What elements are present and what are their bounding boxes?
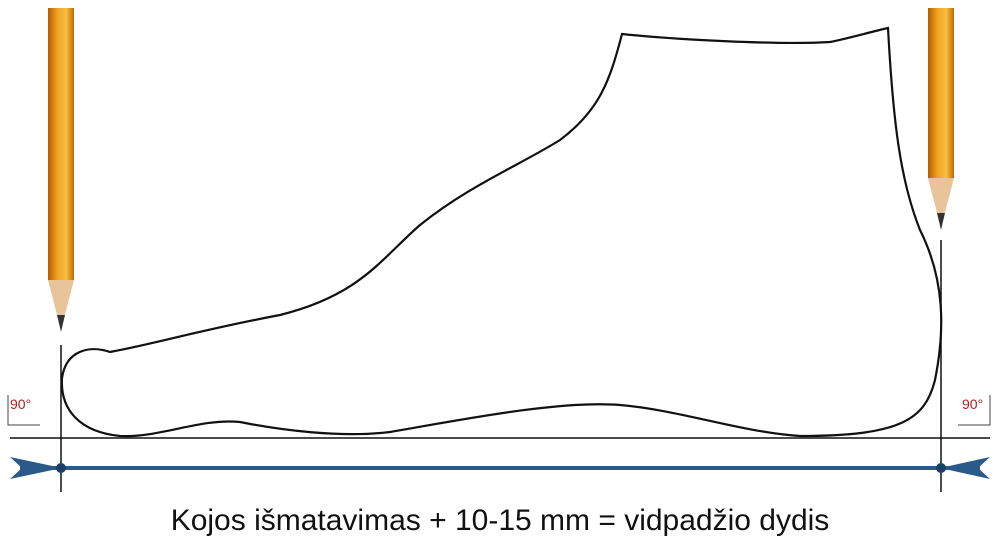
foot-outline <box>60 26 943 438</box>
right-angle-label: 90° <box>962 396 983 412</box>
measure-arrow <box>10 457 990 479</box>
left-angle-label: 90° <box>10 396 31 412</box>
left-angle-mark <box>7 395 40 426</box>
left-pencil <box>48 8 74 332</box>
right-angle-mark <box>958 395 991 426</box>
right-pencil <box>928 8 954 230</box>
caption: Kojos išmatavimas + 10-15 mm = vidpadžio… <box>171 504 830 537</box>
